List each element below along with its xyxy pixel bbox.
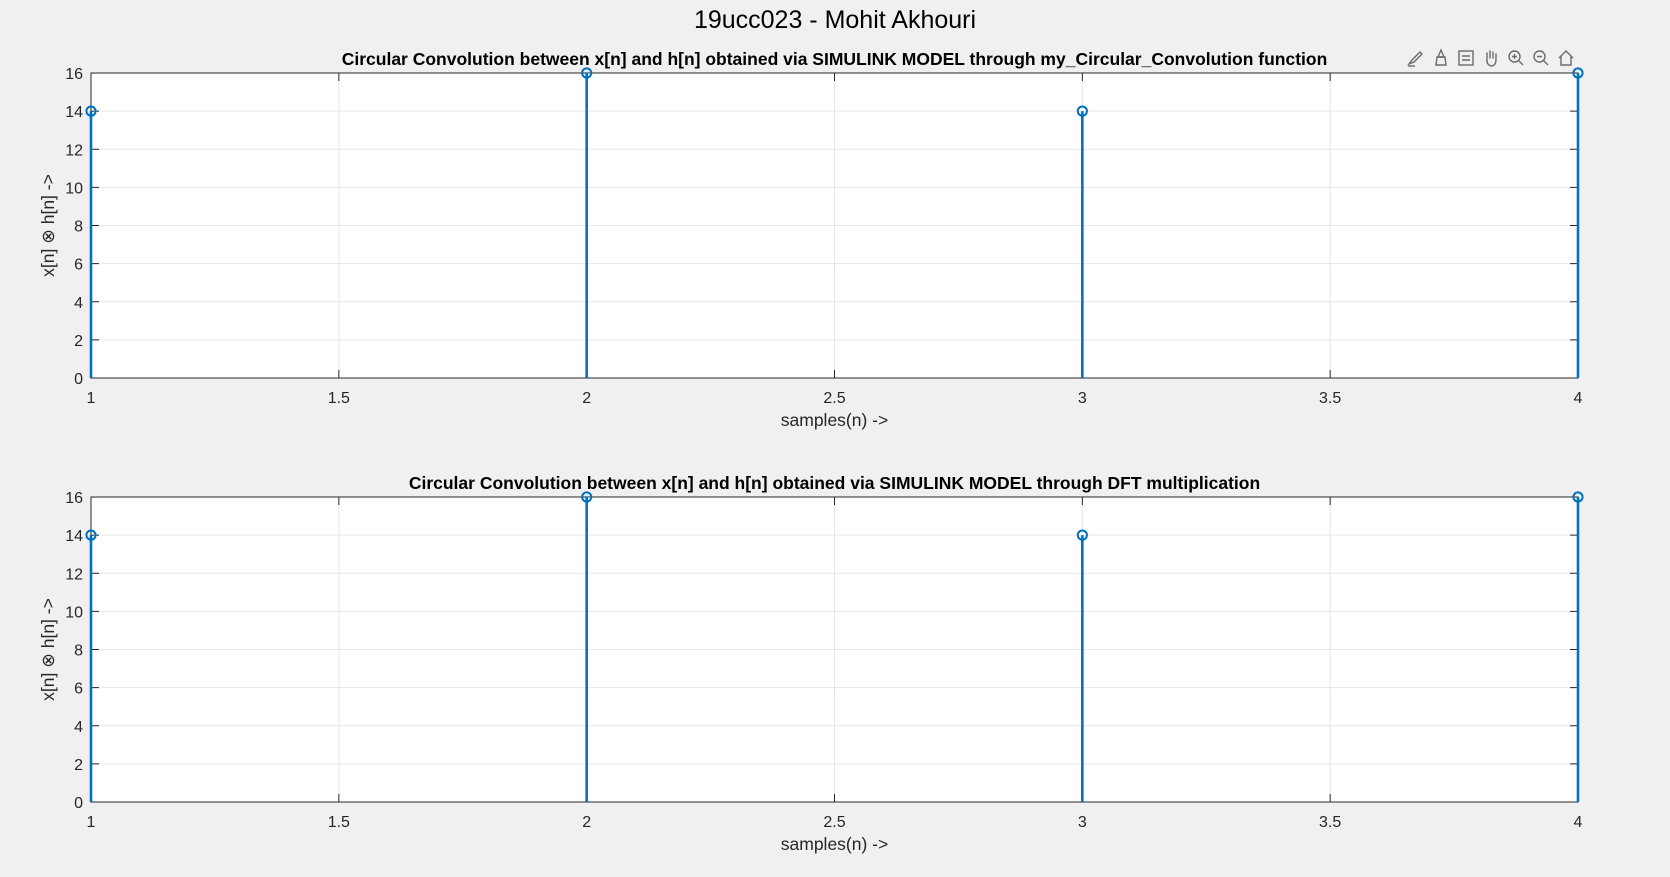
stem-marker[interactable] [85, 529, 97, 541]
y-tick-label: 14 [65, 528, 83, 545]
y-tick-label: 4 [74, 295, 83, 312]
x-axis-label: samples(n) -> [781, 410, 888, 430]
pan-hand-icon [1485, 50, 1497, 67]
data-tip-icon [1434, 48, 1447, 66]
x-tick-label: 4 [1574, 390, 1583, 407]
data-tip-button[interactable] [1429, 46, 1452, 70]
figure-title: 19ucc023 - Mohit Akhouri [693, 6, 977, 34]
x-tick-label: 1.5 [328, 390, 350, 407]
x-tick-label: 2 [582, 814, 591, 831]
y-tick-label: 4 [74, 719, 83, 736]
x-tick-label: 1 [87, 814, 96, 831]
home-button[interactable] [1554, 46, 1577, 70]
stem-marker[interactable] [1076, 105, 1088, 117]
y-tick-label: 10 [65, 180, 83, 197]
x-axis-label: samples(n) -> [781, 834, 888, 854]
y-tick-label: 2 [74, 333, 83, 350]
y-tick-label: 12 [65, 566, 83, 583]
stem-marker[interactable] [85, 105, 97, 117]
zoom-out-icon [1532, 50, 1548, 66]
pan-button[interactable] [1479, 46, 1502, 70]
x-tick-label: 3 [1078, 390, 1087, 407]
y-tick-label: 6 [74, 681, 83, 698]
y-tick-label: 14 [65, 104, 83, 121]
axes-toolbar [1404, 46, 1577, 72]
x-tick-label: 3 [1078, 814, 1087, 831]
brush-button[interactable] [1404, 46, 1427, 70]
x-tick-label: 1.5 [328, 814, 350, 831]
x-tick-label: 3.5 [1319, 390, 1341, 407]
legend-icon [1457, 50, 1474, 66]
home-icon [1558, 50, 1573, 66]
x-tick-label: 1 [87, 390, 96, 407]
legend-button[interactable] [1454, 46, 1477, 70]
brush-icon [1406, 51, 1423, 67]
x-tick-label: 2.5 [823, 390, 845, 407]
x-tick-label: 3.5 [1319, 814, 1341, 831]
subplot-2: 1 1.5 2 2.5 3 3.5 4 0 2 4 6 8 10 12 14 16 Circular Convo… [38, 473, 1584, 854]
stem-marker[interactable] [581, 67, 593, 79]
stem-marker[interactable] [1572, 67, 1584, 79]
y-tick-label: 0 [74, 371, 83, 388]
subplot-title: Circular Convolution between x[n] and h[… [409, 473, 1260, 493]
zoom-in-icon [1507, 50, 1523, 66]
y-tick-label: 8 [74, 219, 83, 236]
stem-marker[interactable] [1076, 529, 1088, 541]
y-axis-label: x[n] ⊗ h[n] -> [38, 598, 58, 701]
y-tick-label: 0 [74, 795, 83, 812]
x-tick-label: 2 [582, 390, 591, 407]
zoom-out-button[interactable] [1529, 46, 1552, 70]
y-tick-label: 6 [74, 257, 83, 274]
stem-marker[interactable] [581, 491, 593, 503]
y-tick-label: 8 [74, 643, 83, 660]
y-tick-label: 16 [65, 66, 83, 83]
stem-marker[interactable] [1572, 491, 1584, 503]
y-tick-label: 2 [74, 757, 83, 774]
subplot-title: Circular Convolution between x[n] and h[… [342, 49, 1328, 69]
y-axis-label: x[n] ⊗ h[n] -> [38, 174, 58, 277]
subplot-1: 1 1.5 2 2.5 3 3.5 4 0 2 4 6 8 10 12 14 16 Circular Convo… [38, 49, 1584, 430]
y-tick-label: 10 [65, 604, 83, 621]
x-tick-label: 4 [1574, 814, 1583, 831]
y-tick-label: 16 [65, 490, 83, 507]
zoom-in-button[interactable] [1504, 46, 1527, 70]
x-tick-label: 2.5 [823, 814, 845, 831]
y-tick-label: 12 [65, 142, 83, 159]
